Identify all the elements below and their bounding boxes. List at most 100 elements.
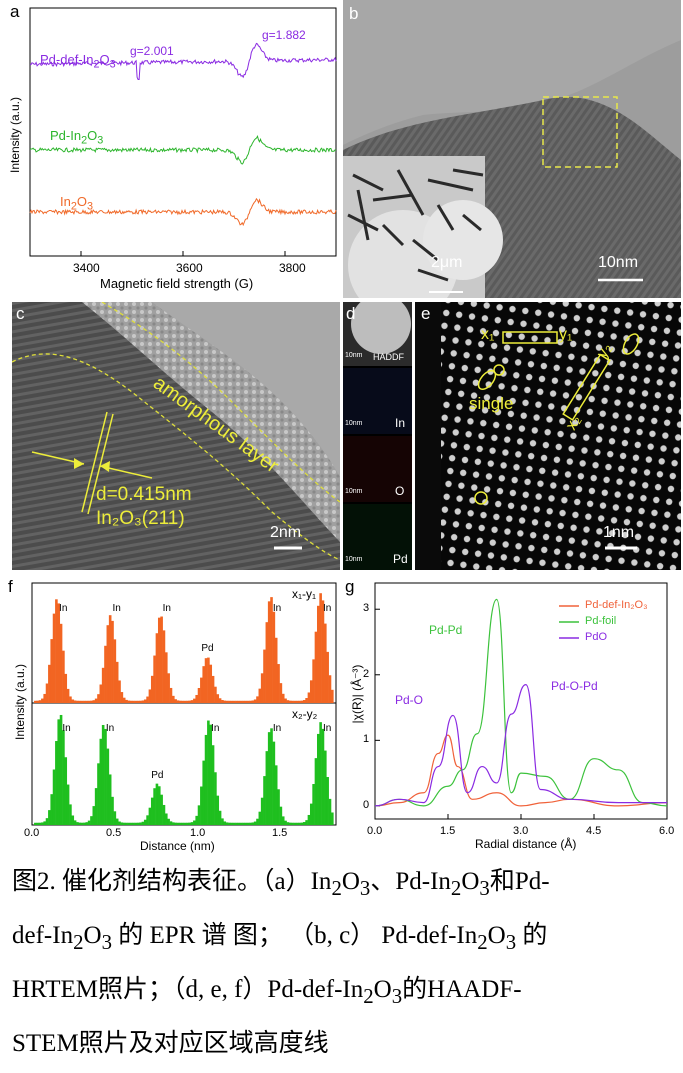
caption-line-4: STEM照片及对应区域高度线 — [12, 1030, 329, 1057]
profile-bar — [76, 700, 79, 703]
profile-bar — [183, 822, 187, 825]
profile-bar — [174, 699, 177, 703]
profile-bar — [274, 765, 278, 825]
annotation-pd-o: Pd-O — [395, 693, 424, 707]
profile-bar — [34, 822, 37, 825]
profile-bar — [115, 661, 119, 703]
profile-bar — [45, 818, 49, 825]
profile-bar — [218, 810, 222, 825]
profile-ylabel: Intensity (a.u.) — [13, 663, 27, 741]
zoom-box — [542, 96, 618, 168]
profile-bar — [291, 822, 294, 825]
profile-bar — [302, 700, 306, 703]
profile-bar — [232, 700, 236, 703]
profile-bottom-title: x₂-y₂ — [292, 707, 318, 721]
profile-bar — [214, 686, 217, 703]
profile-bar — [281, 816, 285, 825]
profile-bar — [167, 673, 170, 703]
profile-bar — [36, 822, 39, 825]
profile-bar — [272, 611, 276, 703]
panel-e-haadf: e x₁ y₁ y₂ x₂ single 1nm — [415, 302, 681, 570]
profile-bar — [36, 700, 39, 703]
profile-bar — [134, 700, 138, 703]
profile-bar — [293, 822, 297, 825]
profile-bar — [141, 821, 145, 825]
profile-bar — [300, 700, 304, 703]
exafs-ytick: 3 — [363, 602, 370, 615]
profile-bar — [59, 714, 63, 825]
profile-bar — [111, 620, 114, 703]
peak-label: In — [162, 603, 171, 614]
profile-bar — [204, 734, 208, 825]
profile-bar — [169, 821, 173, 825]
profile-bar — [286, 700, 290, 703]
profile-bar — [179, 822, 182, 825]
profile-bar — [155, 783, 159, 825]
profile-bar — [326, 777, 329, 825]
profile-bar — [253, 821, 257, 825]
profile-bar — [78, 822, 82, 825]
profile-bar — [293, 700, 297, 703]
profile-bar — [183, 700, 187, 703]
profile-bar — [83, 822, 86, 825]
map-pd — [343, 504, 412, 570]
profile-bar — [258, 811, 262, 825]
profile-bar — [76, 822, 79, 825]
profile-bar — [66, 688, 70, 703]
profile-bar — [78, 700, 82, 703]
profile-bar — [101, 667, 105, 703]
caption-line-3: HRTEM照片；（d, e, f）Pd-def-In2O3的HAADF- — [12, 976, 522, 1008]
inset-low-mag — [343, 156, 503, 298]
profile-bar — [267, 601, 271, 703]
peak-label: In — [272, 723, 282, 734]
d-scale-label: 10nm — [345, 488, 363, 495]
peak-label: In — [322, 723, 332, 734]
profile-bar — [197, 805, 201, 825]
profile-bar — [316, 733, 320, 825]
peak-label: Pd — [151, 769, 164, 781]
series-label-pd-def: Pd-def-In2O3 — [40, 52, 116, 71]
panel-g-exafs: g |χ(R)| (Å⁻³) Radial distance (Å) 0.0 1.… — [343, 575, 683, 855]
epr-xtick: 3400 — [73, 261, 100, 275]
profile-bar — [190, 700, 194, 703]
d-scale-label: 10nm — [345, 556, 363, 563]
g-value-left: g=2.001 — [130, 44, 174, 58]
map-label-pd: Pd — [393, 552, 408, 566]
profile-bar — [309, 680, 313, 703]
panel-a-epr: a Intensity (a.u.) Magnetic field streng… — [0, 0, 340, 300]
exafs-chart — [374, 582, 668, 820]
profile-bar — [160, 616, 163, 703]
map-o — [343, 436, 412, 502]
profile-bar — [324, 623, 327, 703]
profile-bar — [129, 822, 133, 825]
profile-bar — [186, 822, 189, 825]
profile-top-title: x₁-y₁ — [292, 587, 317, 601]
profile-bar — [239, 822, 243, 825]
profile-bar — [286, 822, 290, 825]
profile-bar — [62, 650, 65, 703]
profile-xtick: 0.5 — [106, 827, 122, 839]
panel-g-tag: g — [345, 577, 355, 596]
profile-bar — [73, 700, 77, 703]
profile-bar — [160, 794, 163, 825]
figure-caption: 图2. 催化剂结构表征。（a）In2O3、Pd-In2O3和Pd- def-In… — [12, 858, 672, 1068]
profile-bar — [71, 699, 75, 703]
profile-bar — [230, 822, 234, 825]
profile-bar — [99, 684, 103, 703]
profile-bar — [209, 724, 213, 825]
hrtem-image — [343, 0, 681, 298]
profile-bar — [200, 786, 203, 825]
profile-bar — [188, 700, 191, 703]
exafs-ytick: 1 — [363, 733, 370, 746]
exafs-series-line — [374, 734, 668, 807]
exafs-xlabel: Radial distance (Å) — [475, 837, 577, 851]
panel-a-tag: a — [10, 2, 20, 21]
profile-bar — [295, 822, 299, 825]
profile-bar — [108, 615, 112, 703]
profile-bar — [324, 750, 327, 825]
profile-bar — [127, 700, 131, 703]
panel-c-tag: c — [16, 304, 25, 323]
profile-bar — [190, 822, 194, 825]
d-scale-label: 10nm — [345, 420, 363, 427]
profile-bar — [69, 696, 72, 703]
